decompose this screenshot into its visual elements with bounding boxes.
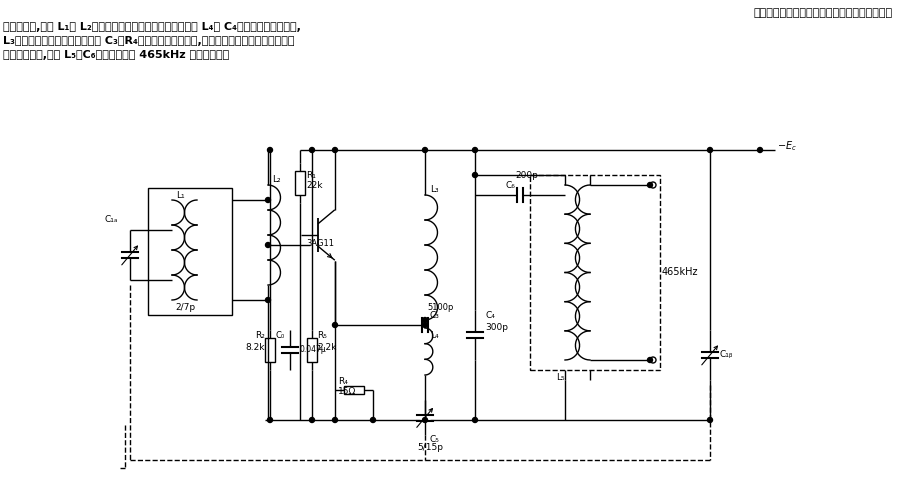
Text: C₃: C₃ <box>430 310 440 319</box>
Circle shape <box>758 147 762 152</box>
Circle shape <box>265 197 271 202</box>
Circle shape <box>309 418 315 423</box>
Text: 0.047μ: 0.047μ <box>300 346 326 355</box>
Text: 5100p: 5100p <box>427 303 453 311</box>
Text: C₅: C₅ <box>430 435 440 444</box>
Text: 15Ω: 15Ω <box>338 387 356 396</box>
Circle shape <box>423 147 428 152</box>
Bar <box>344 386 364 394</box>
Text: L₂: L₂ <box>272 176 280 185</box>
Text: 22k: 22k <box>306 181 323 189</box>
Circle shape <box>647 183 653 187</box>
Circle shape <box>473 418 477 423</box>
Text: 300p: 300p <box>485 323 508 332</box>
Circle shape <box>268 147 272 152</box>
Text: $-E_c$: $-E_c$ <box>777 139 797 153</box>
Text: R₁: R₁ <box>306 171 316 180</box>
Circle shape <box>423 418 428 423</box>
Circle shape <box>268 418 272 423</box>
Text: 200p: 200p <box>515 171 538 180</box>
Text: C₀: C₀ <box>276 330 285 339</box>
Text: 3AG11: 3AG11 <box>306 239 334 248</box>
Text: 2.2k: 2.2k <box>317 344 336 353</box>
Text: 8.2k: 8.2k <box>245 344 265 353</box>
Circle shape <box>370 418 376 423</box>
Circle shape <box>309 147 315 152</box>
Text: 管集电极输出,并由 L₅、C₆谐振回路选出 465kHz 的中频信号。: 管集电极输出,并由 L₅、C₆谐振回路选出 465kHz 的中频信号。 <box>3 50 229 60</box>
Text: L₁: L₁ <box>176 190 184 199</box>
Text: L₄: L₄ <box>430 330 439 339</box>
Text: C₁ₐ: C₁ₐ <box>104 215 118 225</box>
Text: R₄: R₄ <box>338 377 348 386</box>
Text: 出所需电台,通过 L₁和 L₂的互感送人半导体三极管的基极。由 L₄和 C₄等组成本机振荡电路,: 出所需电台,通过 L₁和 L₂的互感送人半导体三极管的基极。由 L₄和 C₄等组… <box>3 22 301 32</box>
Circle shape <box>647 358 653 363</box>
Text: L₅: L₅ <box>556 373 565 382</box>
Circle shape <box>423 317 428 322</box>
Text: C₄: C₄ <box>485 310 494 319</box>
Circle shape <box>333 418 337 423</box>
Bar <box>307 338 317 362</box>
Text: R₅: R₅ <box>317 330 327 339</box>
Circle shape <box>708 147 713 152</box>
Circle shape <box>333 147 337 152</box>
Circle shape <box>473 147 477 152</box>
Text: L₃: L₃ <box>430 186 439 194</box>
Text: 2/7p: 2/7p <box>175 304 195 312</box>
Circle shape <box>265 243 271 248</box>
Bar <box>295 171 305 195</box>
Circle shape <box>265 298 271 303</box>
Bar <box>530 175 660 370</box>
Text: R₂: R₂ <box>255 330 265 339</box>
Text: L₃为反馈线圈。本机振荡信号由 C₃、R₄送人三极管的发射极,两个信号经三极管变频后从三极: L₃为反馈线圈。本机振荡信号由 C₃、R₄送人三极管的发射极,两个信号经三极管变… <box>3 36 295 46</box>
Circle shape <box>423 322 428 327</box>
Circle shape <box>708 418 713 423</box>
Text: C₁ᵦ: C₁ᵦ <box>720 351 734 360</box>
Circle shape <box>473 173 477 178</box>
Bar <box>265 338 275 362</box>
Text: 5/15p: 5/15p <box>417 443 443 452</box>
Text: 465kHz: 465kHz <box>662 267 699 277</box>
Text: 由磁性天线感应出的广播调幅信号经输入回路选: 由磁性天线感应出的广播调幅信号经输入回路选 <box>754 8 893 18</box>
Circle shape <box>333 322 337 327</box>
Bar <box>148 188 232 315</box>
Text: C₆: C₆ <box>505 181 515 189</box>
